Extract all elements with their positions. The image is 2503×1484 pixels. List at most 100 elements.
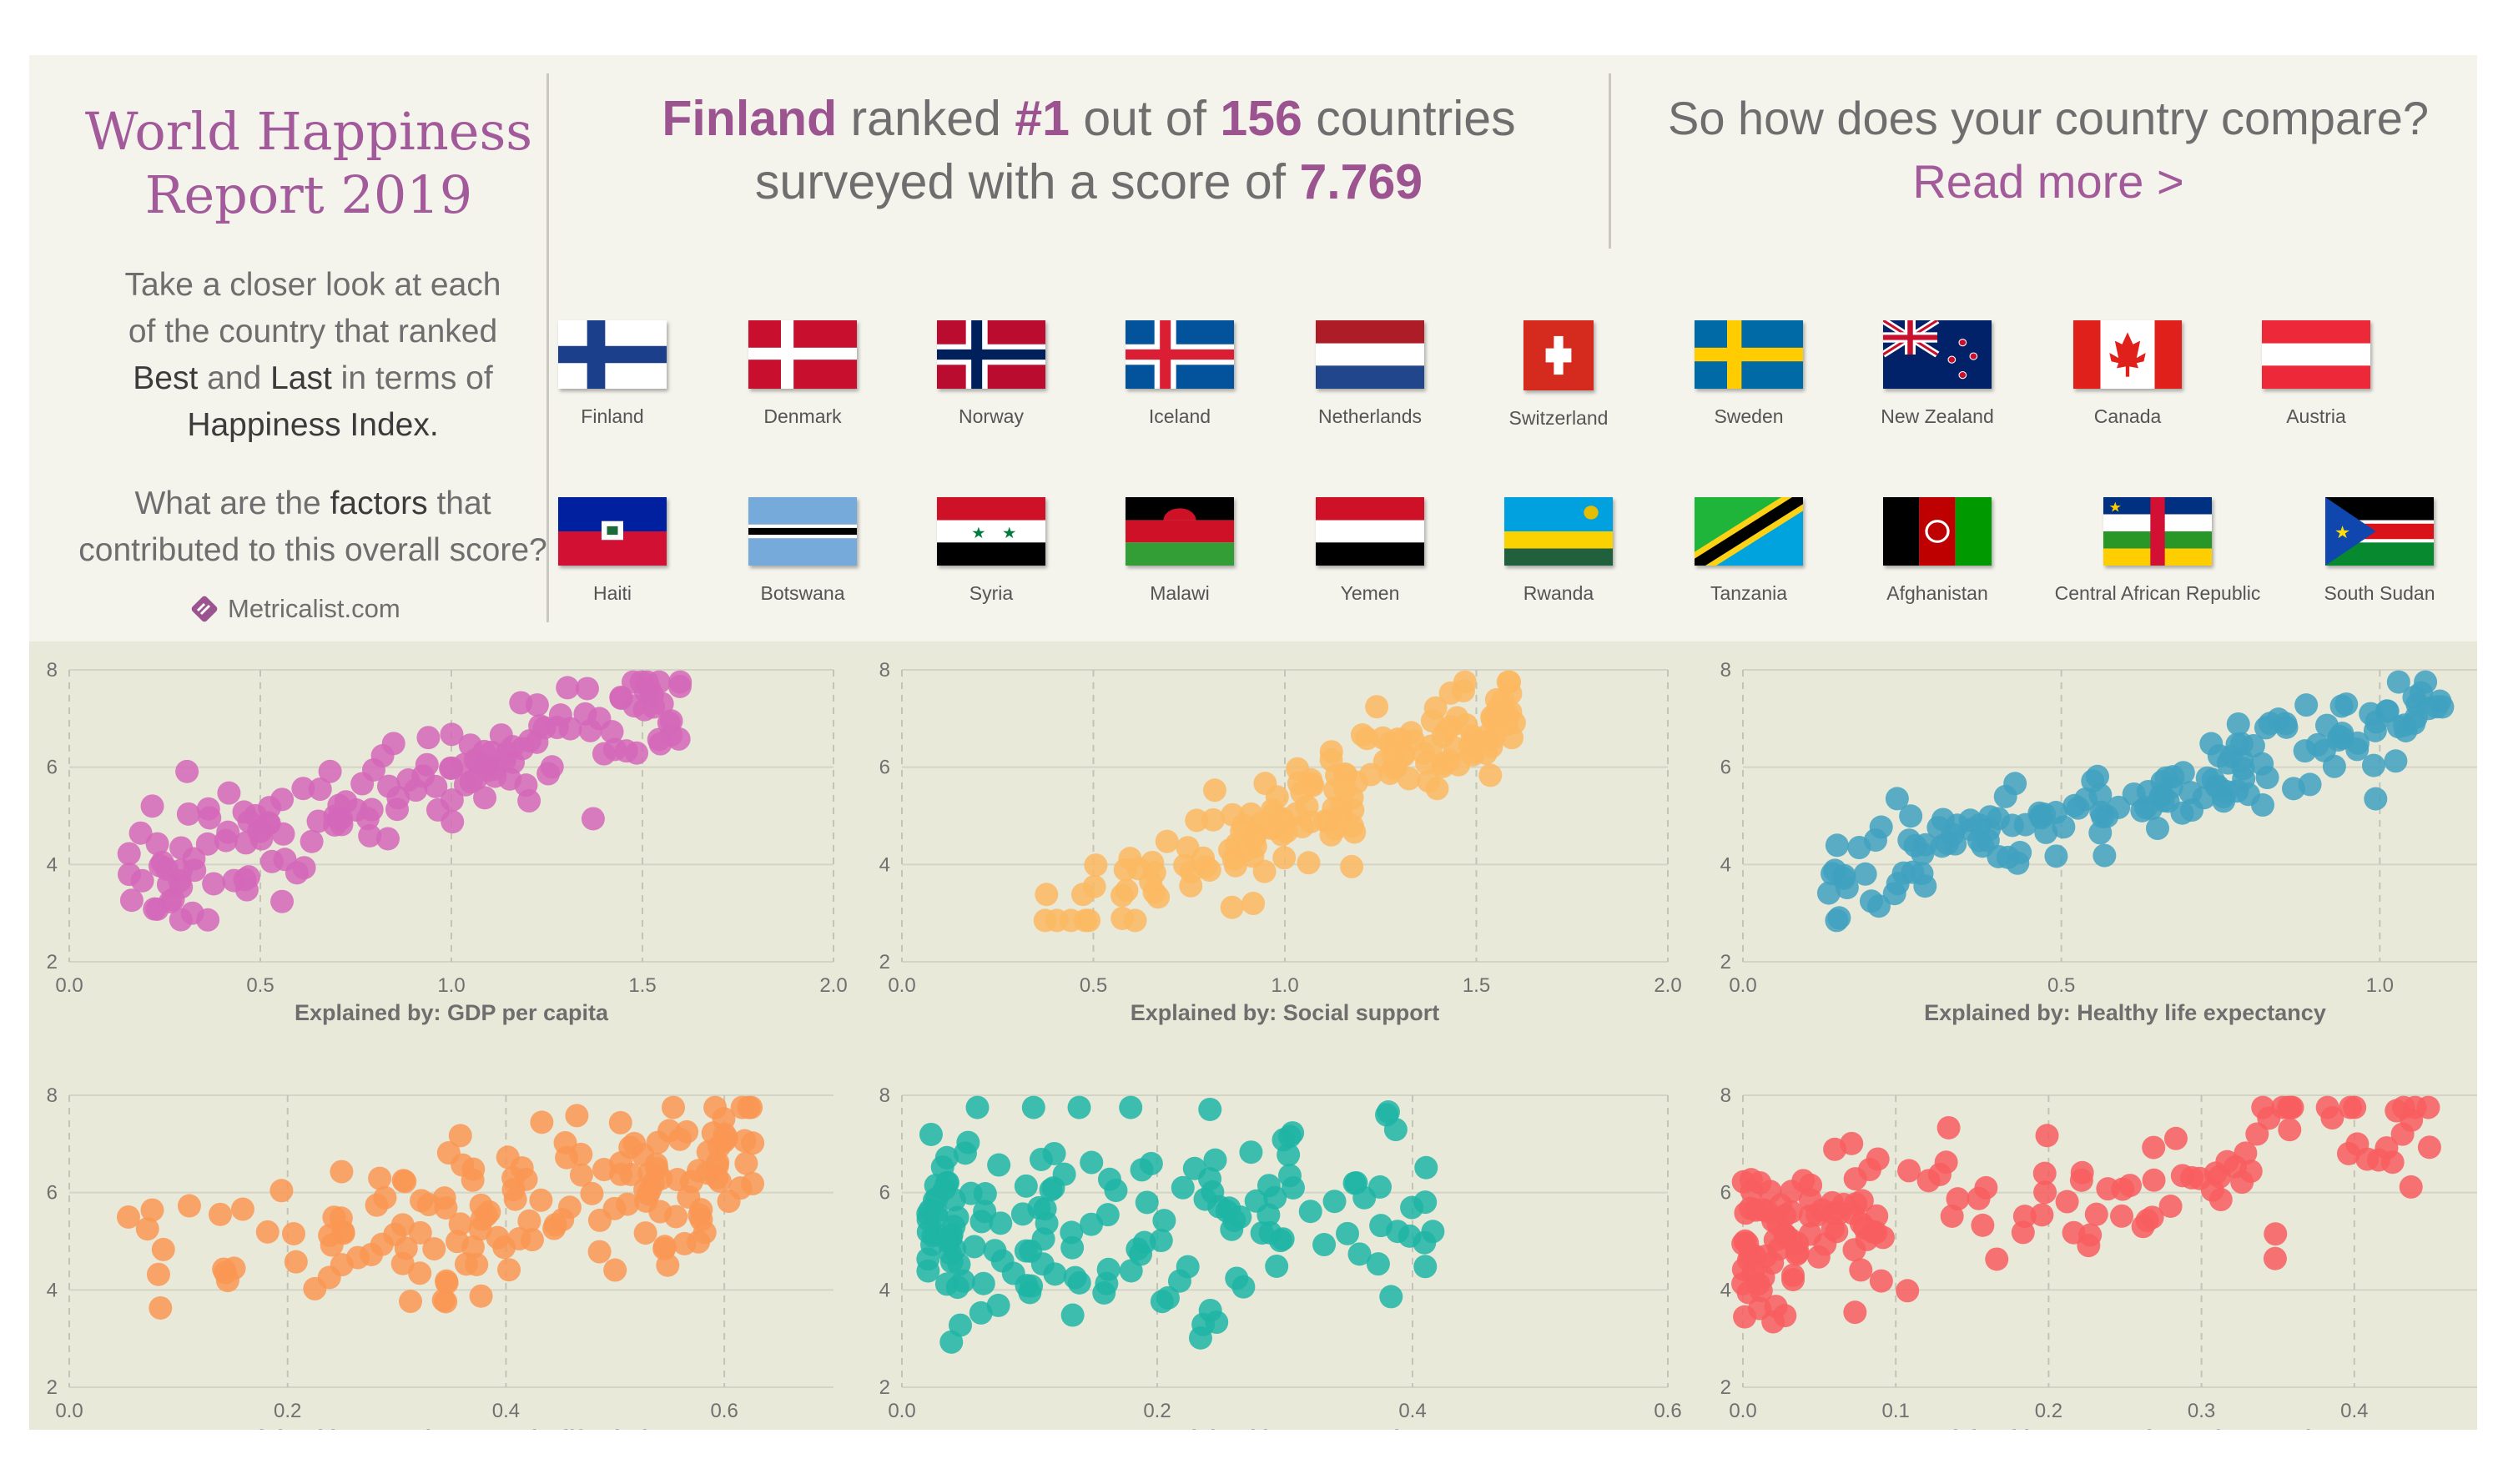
afghanistan-flag-icon: [1883, 497, 1992, 566]
data-point: [1399, 721, 1423, 745]
flag-norway[interactable]: Norway: [891, 320, 1091, 428]
flag-syria[interactable]: ★ ★ Syria: [891, 497, 1091, 605]
data-point: [1821, 862, 1845, 886]
data-point: [1896, 1279, 1920, 1303]
x-tick-label: 0.0: [1729, 974, 1756, 997]
flag-central-african-republic[interactable]: ★ Central African Republic: [2032, 497, 2283, 605]
data-point: [2225, 732, 2249, 757]
data-point: [1299, 810, 1323, 834]
data-point: [1060, 1303, 1085, 1327]
data-point: [452, 752, 476, 777]
x-tick-label: 0.1: [1882, 1400, 1910, 1422]
flag-label: Iceland: [1148, 405, 1211, 427]
read-more-link[interactable]: Read more >: [1912, 155, 2184, 208]
data-point: [323, 812, 347, 837]
flag-austria[interactable]: Austria: [2216, 320, 2416, 428]
data-point: [2158, 1195, 2183, 1219]
data-point: [919, 1122, 943, 1146]
header-panel: World Happiness Report 2019 Take a close…: [29, 55, 2477, 641]
data-point: [1142, 861, 1166, 885]
flag-yemen[interactable]: Yemen: [1270, 497, 1470, 605]
flag-new-zealand[interactable]: New Zealand: [1837, 320, 2037, 428]
data-point: [118, 863, 142, 887]
data-point: [284, 1250, 308, 1274]
data-point: [1483, 725, 1507, 749]
new-zealand-flag-icon: [1883, 320, 1992, 389]
data-point: [1135, 1190, 1159, 1215]
data-point: [1891, 861, 1916, 885]
data-point: [119, 888, 144, 913]
flag-netherlands[interactable]: Netherlands: [1270, 320, 1470, 428]
yemen-flag-icon: [1316, 497, 1424, 566]
data-point: [394, 1236, 418, 1260]
flag-botswana[interactable]: Botswana: [703, 497, 903, 605]
flag-rwanda[interactable]: Rwanda: [1458, 497, 1659, 605]
headline-fragment: surveyed with a score of: [754, 154, 1300, 209]
data-point: [644, 1152, 668, 1176]
data-point: [1139, 1151, 1163, 1175]
flag-switzerland[interactable]: Switzerland: [1458, 320, 1659, 430]
data-point: [1849, 1211, 1873, 1235]
data-point: [1155, 829, 1179, 853]
x-tick-label: 0.0: [888, 974, 915, 997]
data-point: [2029, 806, 2053, 830]
data-point: [687, 1159, 711, 1183]
report-title: World Happiness Report 2019: [63, 100, 555, 227]
data-point: [1198, 1167, 1222, 1191]
data-point: [603, 1258, 627, 1282]
flag-afghanistan[interactable]: Afghanistan: [1837, 497, 2037, 605]
data-point: [1864, 828, 1888, 853]
syria-flag-icon: ★ ★: [937, 497, 1045, 566]
brand[interactable]: Metricalist.com: [188, 592, 400, 626]
data-point: [446, 1230, 470, 1254]
data-point: [1113, 858, 1137, 882]
data-point: [1419, 734, 1443, 758]
data-point: [2006, 851, 2030, 875]
flag-malawi[interactable]: Malawi: [1080, 497, 1280, 605]
flag-canada[interactable]: Canada: [2027, 320, 2228, 428]
data-point: [281, 1222, 305, 1246]
flag-sweden[interactable]: Sweden: [1649, 320, 1849, 428]
data-point: [2142, 1135, 2166, 1160]
data-point: [1936, 1115, 1961, 1139]
data-point: [411, 764, 436, 788]
data-point: [1272, 846, 1297, 870]
data-point: [1945, 813, 1969, 838]
data-point: [2088, 782, 2113, 807]
flag-south-sudan[interactable]: ★ South Sudan: [2279, 497, 2480, 605]
flag-iceland[interactable]: Iceland: [1080, 320, 1280, 428]
data-point: [308, 777, 332, 802]
data-point: [1397, 767, 1421, 791]
data-point: [1843, 1167, 1867, 1191]
y-tick-label: 2: [1720, 951, 1731, 973]
flag-finland[interactable]: Finland: [512, 320, 713, 428]
data-point: [514, 773, 538, 797]
headline-line-2: surveyed with a score of 7.769: [572, 150, 1606, 214]
data-point: [657, 1119, 682, 1143]
x-tick-label: 0.4: [2340, 1400, 2368, 1422]
data-point: [530, 1110, 554, 1134]
data-point: [965, 1095, 990, 1119]
tanzania-flag-icon: [1695, 497, 1803, 566]
flag-label: Sweden: [1714, 405, 1784, 427]
data-point: [2402, 711, 2426, 735]
data-point: [1821, 1216, 1845, 1240]
flag-label: Haiti: [592, 582, 632, 604]
data-point: [1142, 880, 1166, 904]
flag-denmark[interactable]: Denmark: [703, 320, 903, 428]
svg-text:★: ★: [971, 526, 985, 542]
data-point: [143, 897, 167, 921]
data-point: [150, 850, 174, 874]
data-point: [453, 772, 477, 797]
data-point: [1381, 743, 1405, 767]
flag-label: Syria: [969, 582, 1014, 604]
flag-tanzania[interactable]: Tanzania: [1649, 497, 1849, 605]
flag-label: Canada: [2093, 405, 2162, 427]
total-countries: 156: [1220, 91, 1302, 146]
data-point: [600, 720, 624, 744]
flag-label: Botswana: [760, 582, 845, 604]
data-point: [385, 797, 409, 822]
data-point: [1250, 1221, 1274, 1245]
flag-haiti[interactable]: Haiti: [512, 497, 713, 605]
data-point: [1371, 726, 1395, 750]
